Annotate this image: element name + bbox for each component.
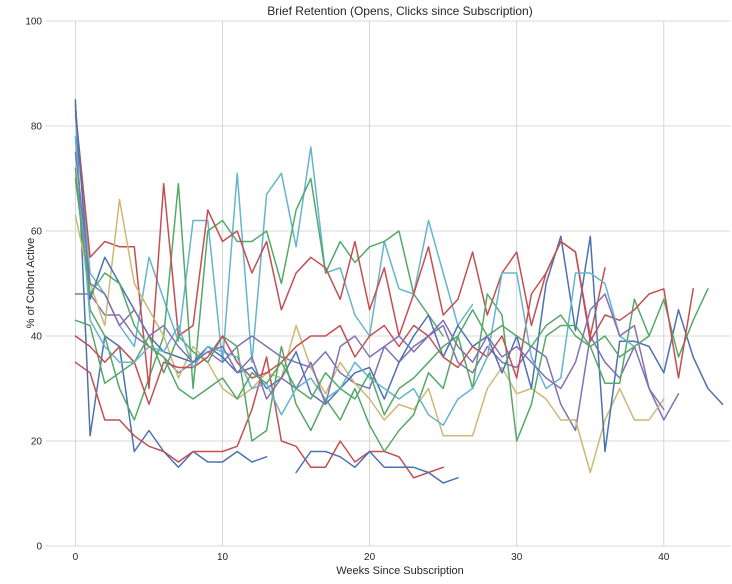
- y-tick-labels: 0 20 40 60 80 100: [25, 17, 42, 553]
- y-tick-label: 0: [36, 542, 42, 553]
- y-tick-label: 40: [31, 332, 43, 343]
- cohort-series-line-3: [295, 450, 459, 484]
- x-tick-labels: 0 10 20 30 40: [73, 552, 670, 563]
- y-tick-label: 60: [31, 227, 43, 238]
- x-tick-label: 20: [364, 552, 376, 563]
- cohort-series-line-9: [74, 104, 724, 453]
- grid-lines: [46, 20, 730, 547]
- cohort-series-line-2: [74, 356, 444, 479]
- x-tick-label: 40: [658, 552, 670, 563]
- cohort-series-line-5: [74, 167, 444, 421]
- y-tick-label: 80: [31, 122, 43, 133]
- cohort-series-line-13: [74, 151, 665, 411]
- chart-title: Brief Retention (Opens, Clicks since Sub…: [267, 4, 532, 18]
- cohort-series-line-14: [74, 177, 650, 416]
- cohort-series-line-10: [74, 288, 709, 453]
- cohort-series-line-12: [74, 135, 636, 427]
- series-lines: [74, 99, 724, 484]
- y-axis-label: % of Cohort Active: [25, 238, 37, 329]
- x-tick-label: 10: [217, 552, 229, 563]
- cohort-series-line-8: [74, 198, 665, 474]
- cohort-series-line-11: [74, 240, 694, 406]
- cohort-series-line-6: [74, 109, 606, 390]
- cohort-series-line-1: [74, 99, 268, 469]
- y-tick-label: 20: [31, 437, 43, 448]
- x-axis-label: Weeks Since Subscription: [336, 565, 464, 577]
- cohort-series-line-4: [74, 114, 474, 364]
- y-tick-label: 100: [25, 17, 42, 28]
- x-tick-label: 0: [73, 552, 79, 563]
- x-tick-label: 30: [511, 552, 523, 563]
